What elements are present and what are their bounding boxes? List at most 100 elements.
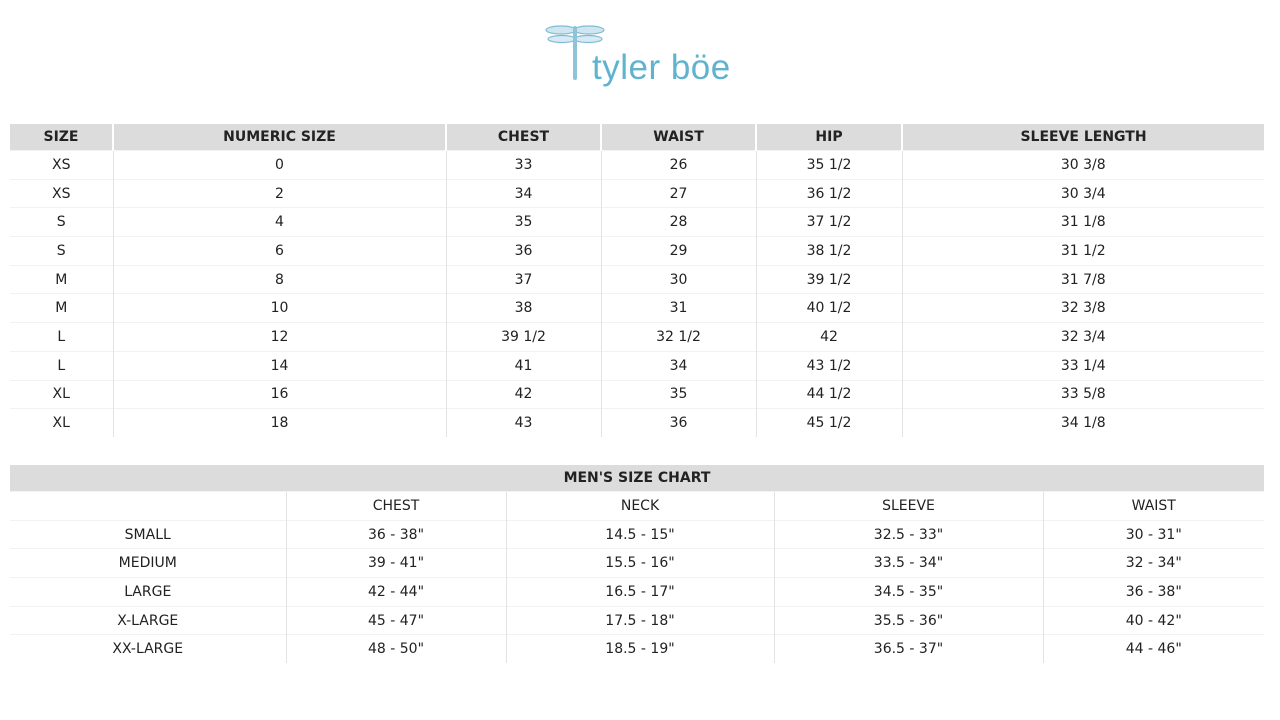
table-row: L 14 41 34 43 1/2 33 1/4 <box>10 350 1264 380</box>
table-title-row: MEN'S SIZE CHART <box>10 465 1264 492</box>
cell-waist: 30 <box>600 264 756 294</box>
table-row: MEDIUM 39 - 41" 15.5 - 16" 33.5 - 34" 32 - 3… <box>10 548 1264 578</box>
table-row: X-LARGE 45 - 47" 17.5 - 18" 35.5 - 36" 40 - … <box>10 605 1264 635</box>
cell-size: S <box>10 207 113 237</box>
cell-waist: 40 - 42" <box>1042 605 1264 635</box>
table-row: XS 0 33 26 35 1/2 30 3/8 <box>10 150 1264 180</box>
cell-neck: 18.5 - 19" <box>505 634 774 664</box>
cell-chest: 35 <box>445 207 601 237</box>
cell-sleeve: 32.5 - 33" <box>773 519 1043 549</box>
cell-waist: 34 <box>600 350 756 380</box>
cell-size: LARGE <box>10 577 286 607</box>
cell-sleeve-length: 30 3/8 <box>901 150 1264 180</box>
cell-waist: 44 - 46" <box>1042 634 1264 664</box>
cell-hip: 40 1/2 <box>755 293 902 323</box>
cell-sleeve-length: 33 1/4 <box>901 350 1264 380</box>
cell-waist: 35 <box>600 379 756 409</box>
cell-size: XL <box>10 408 113 437</box>
cell-sleeve-length: 30 3/4 <box>901 178 1264 208</box>
header-sleeve: SLEEVE <box>773 491 1043 521</box>
cell-sleeve-length: 31 7/8 <box>901 264 1264 294</box>
cell-neck: 17.5 - 18" <box>505 605 774 635</box>
header-hip: HIP <box>755 124 902 151</box>
cell-size: XS <box>10 150 113 180</box>
cell-waist: 36 - 38" <box>1042 577 1264 607</box>
cell-hip: 43 1/2 <box>755 350 902 380</box>
cell-sleeve-length: 31 1/8 <box>901 207 1264 237</box>
men-size-table: MEN'S SIZE CHART CHEST NECK SLEEVE WAIST… <box>10 465 1264 664</box>
cell-numeric-size: 0 <box>112 150 446 180</box>
cell-waist: 32 - 34" <box>1042 548 1264 578</box>
header-chest: CHEST <box>445 124 601 151</box>
table-header-row: CHEST NECK SLEEVE WAIST <box>10 491 1264 521</box>
cell-size: M <box>10 293 113 323</box>
header-waist: WAIST <box>1042 491 1264 521</box>
men-size-chart-title: MEN'S SIZE CHART <box>10 465 1264 492</box>
cell-chest: 43 <box>445 408 601 437</box>
cell-hip: 35 1/2 <box>755 150 902 180</box>
cell-waist: 32 1/2 <box>600 322 756 352</box>
brand-name: tyler böe <box>592 48 731 87</box>
cell-size: L <box>10 322 113 352</box>
table-row: M 10 38 31 40 1/2 32 3/8 <box>10 293 1264 323</box>
table-header-row: SIZE NUMERIC SIZE CHEST WAIST HIP SLEEVE… <box>10 124 1264 151</box>
cell-waist: 31 <box>600 293 756 323</box>
cell-size: XX-LARGE <box>10 634 286 664</box>
header-blank <box>10 491 286 521</box>
cell-neck: 14.5 - 15" <box>505 519 774 549</box>
cell-sleeve-length: 34 1/8 <box>901 408 1264 437</box>
cell-chest: 39 - 41" <box>285 548 506 578</box>
table-row: XS 2 34 27 36 1/2 30 3/4 <box>10 178 1264 208</box>
cell-waist: 36 <box>600 408 756 437</box>
cell-numeric-size: 16 <box>112 379 446 409</box>
cell-chest: 45 - 47" <box>285 605 506 635</box>
cell-sleeve: 35.5 - 36" <box>773 605 1043 635</box>
cell-waist: 29 <box>600 236 756 266</box>
header-size: SIZE <box>10 124 113 151</box>
cell-numeric-size: 8 <box>112 264 446 294</box>
women-size-table: SIZE NUMERIC SIZE CHEST WAIST HIP SLEEVE… <box>10 124 1264 437</box>
cell-waist: 27 <box>600 178 756 208</box>
cell-numeric-size: 2 <box>112 178 446 208</box>
cell-chest: 48 - 50" <box>285 634 506 664</box>
header-waist: WAIST <box>600 124 756 151</box>
cell-hip: 39 1/2 <box>755 264 902 294</box>
cell-chest: 42 <box>445 379 601 409</box>
cell-size: SMALL <box>10 519 286 549</box>
cell-chest: 38 <box>445 293 601 323</box>
cell-hip: 44 1/2 <box>755 379 902 409</box>
cell-sleeve: 33.5 - 34" <box>773 548 1043 578</box>
brand-logo: tyler böe <box>545 20 745 92</box>
cell-numeric-size: 14 <box>112 350 446 380</box>
cell-chest: 36 <box>445 236 601 266</box>
cell-waist: 30 - 31" <box>1042 519 1264 549</box>
cell-chest: 42 - 44" <box>285 577 506 607</box>
header-chest: CHEST <box>285 491 506 521</box>
cell-chest: 37 <box>445 264 601 294</box>
cell-size: XL <box>10 379 113 409</box>
header-sleeve-length: SLEEVE LENGTH <box>901 124 1264 151</box>
cell-size: M <box>10 264 113 294</box>
table-row: XL 18 43 36 45 1/2 34 1/8 <box>10 408 1264 437</box>
cell-sleeve-length: 33 5/8 <box>901 379 1264 409</box>
cell-hip: 36 1/2 <box>755 178 902 208</box>
table-row: SMALL 36 - 38" 14.5 - 15" 32.5 - 33" 30 - 31… <box>10 519 1264 549</box>
cell-numeric-size: 12 <box>112 322 446 352</box>
cell-numeric-size: 4 <box>112 207 446 237</box>
table-row: XL 16 42 35 44 1/2 33 5/8 <box>10 379 1264 409</box>
cell-neck: 16.5 - 17" <box>505 577 774 607</box>
cell-numeric-size: 10 <box>112 293 446 323</box>
header-neck: NECK <box>505 491 774 521</box>
cell-chest: 34 <box>445 178 601 208</box>
cell-chest: 39 1/2 <box>445 322 601 352</box>
cell-sleeve: 34.5 - 35" <box>773 577 1043 607</box>
cell-sleeve: 36.5 - 37" <box>773 634 1043 664</box>
cell-sleeve-length: 32 3/8 <box>901 293 1264 323</box>
cell-hip: 37 1/2 <box>755 207 902 237</box>
table-row: XX-LARGE 48 - 50" 18.5 - 19" 36.5 - 37" 44 -… <box>10 634 1264 664</box>
dragonfly-icon <box>545 25 605 80</box>
cell-hip: 38 1/2 <box>755 236 902 266</box>
cell-size: S <box>10 236 113 266</box>
cell-waist: 28 <box>600 207 756 237</box>
table-row: L 12 39 1/2 32 1/2 42 32 3/4 <box>10 322 1264 352</box>
